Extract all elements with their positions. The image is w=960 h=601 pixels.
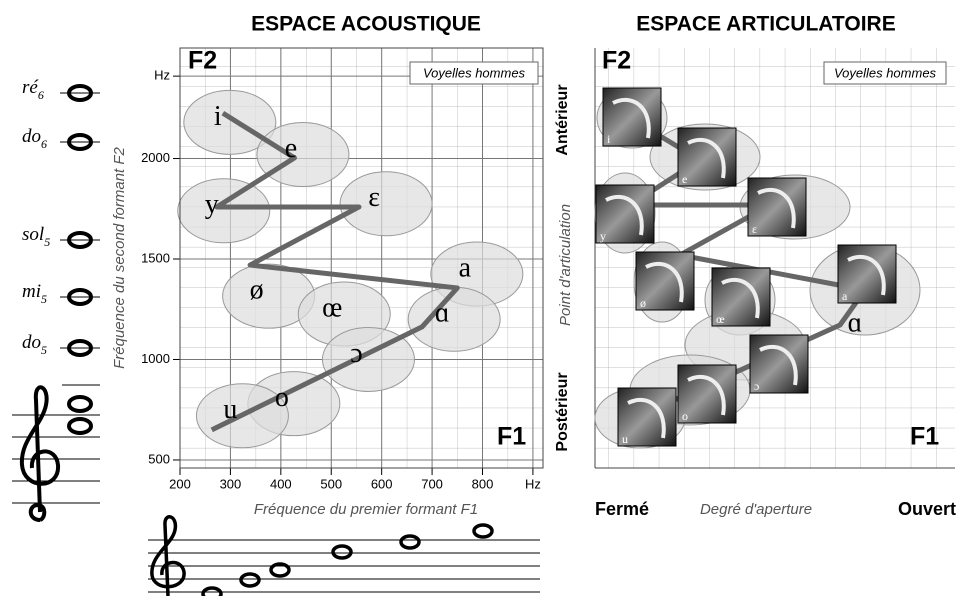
note-name: mi5 [22, 281, 47, 305]
vowel-label: y [205, 189, 219, 220]
y-tick-label: 1000 [141, 351, 170, 366]
x-tick-label: 600 [371, 476, 393, 491]
vowel-label: y [600, 229, 606, 243]
x-tick-label: 700 [421, 476, 443, 491]
vowel-label: œ [322, 292, 342, 323]
note-octave: 5 [41, 292, 47, 306]
vowel-label: a [459, 252, 472, 283]
vowel-label: e [285, 133, 297, 164]
y-tick-label: 1500 [141, 250, 170, 265]
axis-label: Antérieur [554, 84, 571, 155]
vowel-area [257, 122, 349, 186]
chart-title: ESPACE ACOUSTIQUE [251, 13, 481, 36]
note-octave: 5 [44, 235, 50, 249]
vowel-label: ɛ [368, 182, 380, 213]
x-tick-label: 300 [220, 476, 242, 491]
note-letter: mi [22, 281, 41, 302]
corner-label: F1 [497, 423, 526, 451]
corner-label: F2 [188, 47, 217, 75]
mri-image [603, 88, 661, 146]
music-left [12, 86, 100, 520]
x-tick-label: 200 [169, 476, 191, 491]
note-letter: ré [22, 77, 39, 98]
note-letter: do [22, 332, 41, 353]
note-letter: do [22, 126, 41, 147]
x-axis-label: Fréquence du premier formant F1 [254, 501, 478, 518]
note-letter: sol [22, 224, 44, 245]
music-bottom [148, 517, 540, 596]
x-tick-label: 400 [270, 476, 292, 491]
corner-label: F2 [602, 47, 631, 75]
x-tick-label: 500 [320, 476, 342, 491]
vowel-label: œ [716, 312, 725, 326]
vowel-label: ɔ [754, 379, 759, 393]
corner-label: F1 [910, 423, 939, 451]
figure: ESPACE ACOUSTIQUE Fréquence du second fo… [0, 0, 960, 596]
vowel-label: i [214, 101, 222, 132]
vowel-label: ɔ [350, 338, 362, 369]
axis-label: Ouvert [898, 499, 956, 519]
vowel-label: ø [250, 275, 264, 306]
vowel-area [340, 172, 432, 236]
axis-label: Degré d'aperture [700, 501, 812, 518]
vowel-label: ɑ [848, 307, 863, 338]
legend-text: Voyelles hommes [834, 65, 937, 80]
axis-label: Fermé [595, 499, 649, 519]
y-axis-label: Fréquence du second formant F2 [111, 146, 128, 368]
vowel-label: u [223, 394, 237, 425]
y-tick-label: Hz [154, 68, 170, 83]
vowel-label: ɛ [752, 222, 757, 236]
vowel-label: o [275, 382, 289, 413]
vowel-label: e [682, 172, 687, 186]
page: {"chart_data":{"type":"line","title":"ES… [0, 0, 960, 596]
note-name: do6 [22, 126, 47, 150]
vowel-area [178, 179, 270, 243]
axis-label: Point d'articulation [557, 204, 574, 326]
legend-text: Voyelles hommes [423, 65, 526, 80]
chart-title: ESPACE ARTICULATOIRE [636, 13, 895, 36]
vowel-label: o [682, 409, 688, 423]
vowel-label: ø [640, 296, 646, 310]
note-name: ré6 [22, 77, 44, 101]
note-octave: 5 [41, 343, 47, 357]
note-octave: 6 [38, 88, 44, 102]
note-name: sol5 [22, 224, 50, 248]
vowel-label: a [842, 289, 848, 303]
axis-label: Postérieur [554, 372, 571, 451]
vowel-label: u [622, 432, 628, 446]
vowel-area [408, 287, 500, 351]
note-name: do5 [22, 332, 47, 356]
x-tick-label: 800 [472, 476, 494, 491]
y-tick-label: 500 [148, 451, 170, 466]
note-octave: 6 [41, 137, 47, 151]
vowel-label: ɑ [435, 298, 450, 329]
y-tick-label: 2000 [141, 150, 170, 165]
x-tick-label: Hz [525, 476, 541, 491]
